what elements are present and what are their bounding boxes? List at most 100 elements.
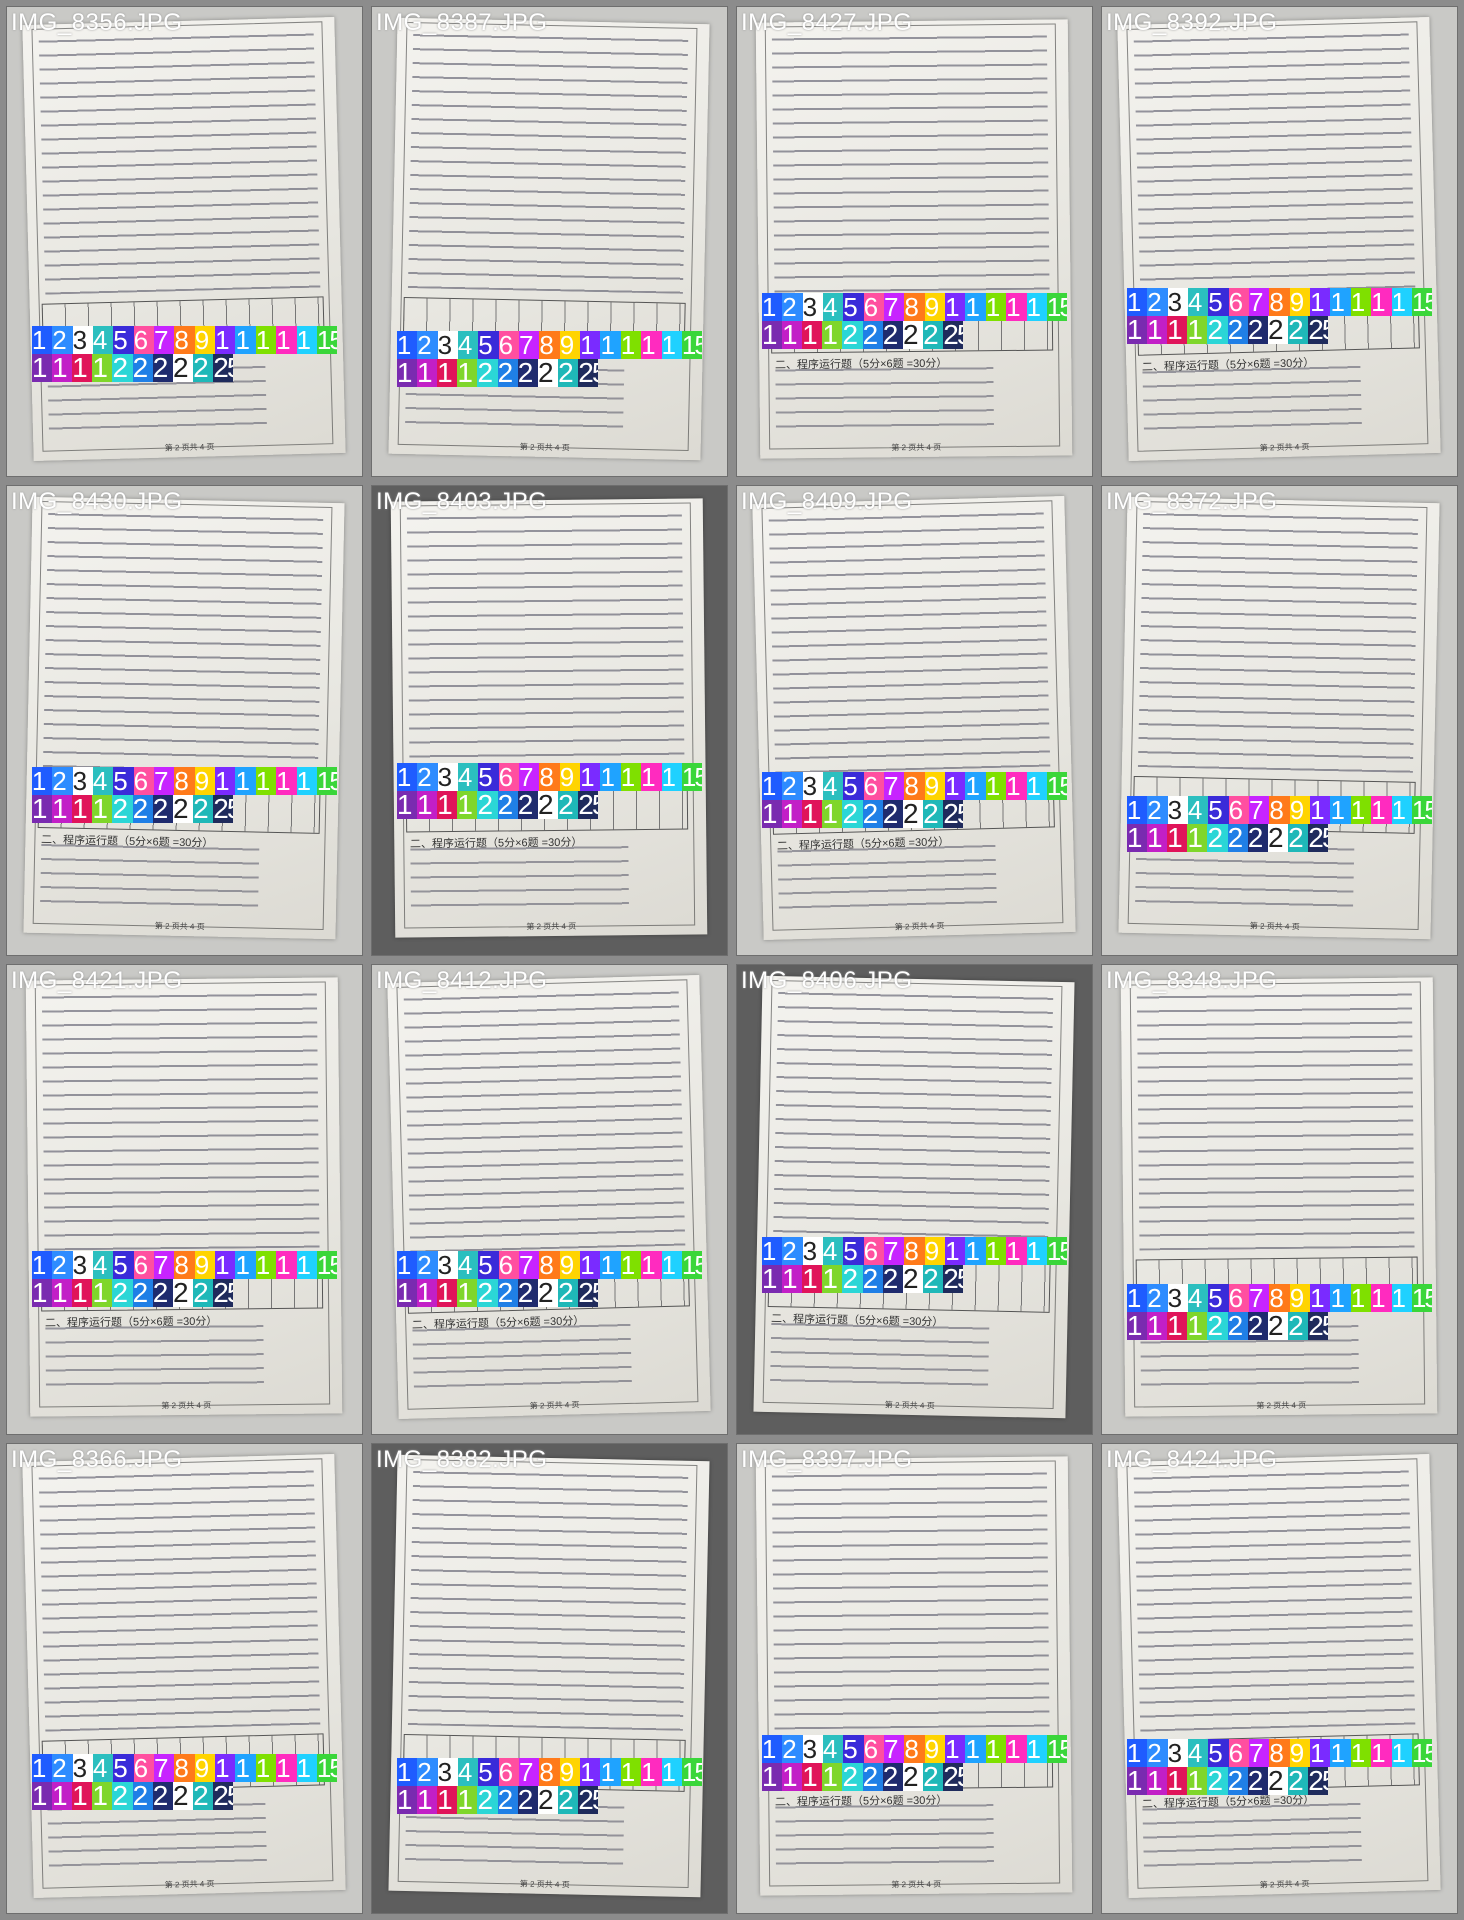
segment-cell: 1 — [1147, 1767, 1168, 1796]
segment-cell: 2 — [1147, 1739, 1168, 1768]
segment-cell: 1 — [255, 325, 277, 354]
segment-cell: 2 — [902, 800, 924, 829]
photo-tile[interactable]: 二、程序运行题（5分×6题 =30分）第 2 页共 4 页IMG_8430.JP… — [6, 485, 363, 956]
photo-tile[interactable]: 二、程序运行题（5分×6题 =30分）第 2 页共 4 页IMG_8409.JP… — [736, 485, 1093, 956]
segment-cell: 1 — [437, 790, 458, 819]
segment-cell: 8 — [174, 1753, 195, 1782]
segment-cell: 1 — [1310, 795, 1331, 824]
segment-cell: 15 — [316, 767, 338, 796]
segment-cell: 1 — [457, 790, 478, 819]
segment-cell: 6 — [863, 1734, 884, 1763]
segment-cell: 15 — [1411, 1283, 1433, 1312]
segment-cell: 6 — [863, 1237, 884, 1266]
segment-cell: 3 — [72, 767, 93, 796]
photo-tile[interactable]: 二、程序运行题（5分×6题 =30分）第 2 页共 4 页IMG_8406.JP… — [736, 964, 1093, 1435]
photo-tile[interactable]: 二、程序运行题（5分×6题 =30分）第 2 页共 4 页IMG_8403.JP… — [371, 485, 728, 956]
segment-cell: 1 — [31, 795, 52, 824]
segment-cell: 2 — [112, 353, 133, 382]
segment-cell: 5 — [113, 1753, 134, 1782]
segment-cell: 15 — [1411, 795, 1433, 824]
segment-cell: 2 — [52, 1251, 73, 1280]
segment-cell: 1 — [985, 1734, 1007, 1763]
segment-cell: 4 — [822, 1734, 844, 1763]
segment-cell: 2 — [558, 1786, 579, 1815]
segment-row-2: 11112222225 — [31, 1279, 234, 1308]
segment-cell: 1 — [945, 772, 966, 801]
program-code-block — [45, 1318, 265, 1391]
photo-tile[interactable]: 二、程序运行题（5分×6题 =30分）第 2 页共 4 页IMG_8348.JP… — [1101, 964, 1458, 1435]
segment-cell: 3 — [72, 325, 93, 354]
segment-cell: 8 — [539, 1758, 560, 1787]
page-footer: 第 2 页共 4 页 — [1259, 1879, 1310, 1890]
photo-tile[interactable]: 二、程序运行题（5分×6题 =30分）第 2 页共 4 页IMG_8366.JP… — [6, 1443, 363, 1914]
segment-cell: 1 — [1026, 293, 1047, 322]
segment-cell: 7 — [884, 1237, 905, 1266]
segment-cell: 7 — [519, 762, 540, 791]
segment-cell: 2 — [152, 1781, 173, 1810]
photo-tile[interactable]: 二、程序运行题（5分×6题 =30分）第 2 页共 4 页IMG_8382.JP… — [371, 1443, 728, 1914]
segment-cell: 2 — [782, 293, 803, 322]
segment-row-1: 1234567891111115 — [1126, 1283, 1433, 1312]
segment-cell: 1 — [1147, 316, 1168, 345]
segment-cell: 6 — [498, 1758, 519, 1787]
segment-cell: 3 — [72, 1251, 93, 1280]
segment-cell: 1 — [437, 1279, 458, 1308]
segment-cell: 8 — [1269, 288, 1290, 317]
segment-cell: 1 — [276, 1753, 297, 1782]
segment-cell: 1 — [457, 1279, 478, 1308]
photo-tile[interactable]: 二、程序运行题（5分×6题 =30分）第 2 页共 4 页IMG_8412.JP… — [371, 964, 728, 1435]
segment-cell: 1 — [235, 767, 256, 796]
photo-tile[interactable]: 二、程序运行题（5分×6题 =30分）第 2 页共 4 页IMG_8397.JP… — [736, 1443, 1093, 1914]
segment-cell: 2 — [842, 800, 863, 829]
segment-cell: 2 — [1147, 1283, 1168, 1312]
photo-tile[interactable]: 二、程序运行题（5分×6题 =30分）第 2 页共 4 页IMG_8372.JP… — [1101, 485, 1458, 956]
photo-tile[interactable]: 二、程序运行题（5分×6题 =30分）第 2 页共 4 页IMG_8387.JP… — [371, 6, 728, 477]
segment-cell: 5 — [843, 1237, 864, 1266]
segment-cell: 1 — [965, 1734, 986, 1763]
segment-cell: 2 — [1247, 1311, 1268, 1340]
segment-cell: 2 — [193, 795, 214, 824]
segment-cell: 1 — [600, 330, 621, 359]
question-text-block — [772, 984, 1054, 1253]
photo-tile[interactable]: 二、程序运行题（5分×6题 =30分）第 2 页共 4 页IMG_8424.JP… — [1101, 1443, 1458, 1914]
segment-cell: 2 — [537, 358, 559, 387]
photo-tile[interactable]: 二、程序运行题（5分×6题 =30分）第 2 页共 4 页IMG_8356.JP… — [6, 6, 363, 477]
segment-cell: 3 — [72, 1753, 93, 1782]
page-footer: 第 2 页共 4 页 — [520, 1879, 571, 1890]
segment-row-1: 1234567891111115 — [31, 767, 338, 796]
segment-cell: 2 — [558, 1279, 579, 1308]
segment-cell: 7 — [1249, 1283, 1270, 1312]
photo-tile[interactable]: 二、程序运行题（5分×6题 =30分）第 2 页共 4 页IMG_8427.JP… — [736, 6, 1093, 477]
segment-cell: 1 — [437, 358, 458, 387]
segment-cell: 2 — [1247, 316, 1268, 345]
segment-cell: 2 — [52, 1753, 73, 1782]
segment-cell: 6 — [498, 330, 519, 359]
segment-cell: 2 — [132, 353, 153, 382]
segment-cell: 15 — [681, 330, 703, 359]
filename-label: IMG_8382.JPG — [376, 1446, 548, 1473]
segment-cell: 1 — [761, 1734, 783, 1763]
numbered-segment-strip: 123456789111111511112222225 — [396, 330, 703, 387]
segment-cell: 4 — [1187, 1739, 1209, 1768]
numbered-segment-strip: 123456789111111511112222225 — [31, 1753, 338, 1810]
segment-cell: 1 — [1330, 1283, 1351, 1312]
segment-cell: 9 — [924, 1734, 946, 1763]
program-code-block — [769, 1316, 991, 1391]
segment-cell: 1 — [31, 767, 53, 796]
segment-row-2: 11112222225 — [31, 353, 234, 382]
segment-cell: 6 — [133, 325, 154, 354]
photo-tile[interactable]: 二、程序运行题（5分×6题 =30分）第 2 页共 4 页IMG_8392.JP… — [1101, 6, 1458, 477]
program-code-block — [39, 837, 261, 912]
filename-label: IMG_8397.JPG — [741, 1446, 913, 1473]
segment-cell: 5 — [1208, 795, 1229, 824]
segment-cell: 25 — [943, 800, 964, 829]
segment-cell: 2 — [1207, 823, 1228, 852]
segment-row-1: 1234567891111115 — [761, 1734, 1068, 1763]
segment-cell: 25 — [1308, 1767, 1329, 1796]
segment-cell: 1 — [235, 1251, 256, 1280]
photo-tile[interactable]: 二、程序运行题（5分×6题 =30分）第 2 页共 4 页IMG_8421.JP… — [6, 964, 363, 1435]
segment-cell: 8 — [904, 772, 925, 801]
segment-cell: 2 — [152, 1279, 173, 1308]
segment-row-1: 1234567891111115 — [1126, 288, 1433, 317]
